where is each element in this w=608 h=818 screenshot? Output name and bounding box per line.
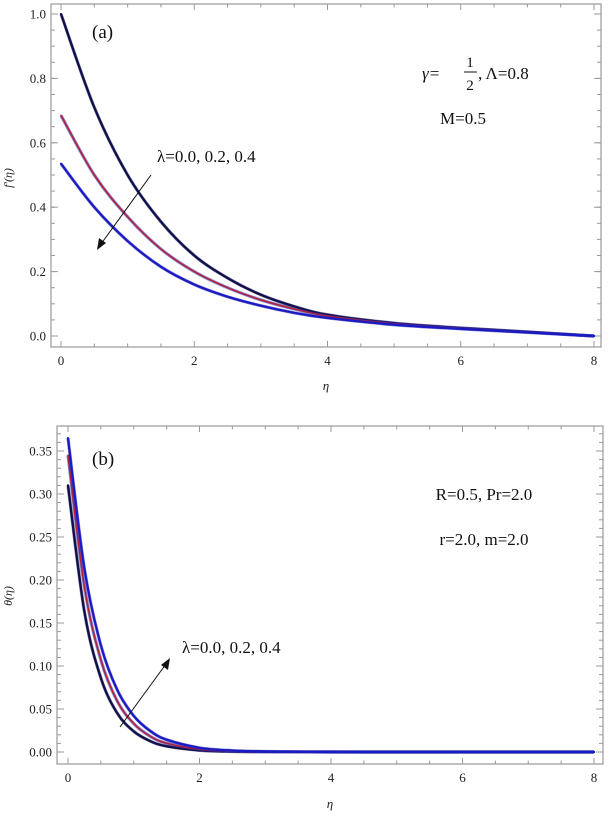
y-tick-label-b: 0.30 [29, 487, 52, 502]
x-tick-label-a: 6 [458, 353, 465, 368]
panel-label-b: (b) [92, 449, 114, 470]
series-halo-b-0 [66, 485, 594, 754]
arrow-b [119, 658, 170, 728]
y-tick-label-b: 0.25 [29, 530, 52, 545]
x-axis-label-a: η [323, 378, 329, 393]
x-tick-label-b: 2 [196, 770, 203, 785]
panel-a: 0 2 4 6 8 0.0 0.2 0.4 0.6 0.8 1.0 (a) η f'(η) γ= 1… [1, 3, 602, 393]
params-line1-b: R=0.5, Pr=2.0 [436, 485, 533, 504]
fraction-denominator: 2 [466, 78, 474, 94]
plot-frame-b [56, 425, 604, 765]
x-tick-label-b: 6 [459, 770, 466, 785]
panel-b: 0 2 4 6 8 0.00 0.05 0.10 0.15 0.20 0.25 0.30 0.35 (b… [1, 425, 604, 811]
series-line-b-2 [66, 437, 596, 754]
y-tick-label-b: 0.10 [29, 659, 52, 674]
arrow-a [97, 174, 152, 250]
x-tick-label-a: 8 [591, 353, 598, 368]
y-tick-label-a: 0.8 [30, 71, 46, 86]
panel-label-a: (a) [92, 22, 113, 43]
series-line-a-0 [59, 12, 596, 338]
gamma-prefix: γ= [422, 64, 440, 83]
y-axis-label-a: f'(η) [1, 168, 15, 188]
params-line2-b: r=2.0, m=2.0 [439, 530, 528, 549]
series-line-a-2 [59, 162, 596, 338]
y-tick-label-b: 0.35 [29, 444, 52, 459]
x-tick-label-a: 0 [58, 353, 65, 368]
x-axis-label-b: η [327, 796, 333, 811]
y-tick-label-b: 0.00 [29, 745, 52, 760]
params-annotation-a: γ= 1 2 , Λ=0.8 M=0.5 [422, 55, 529, 128]
y-tick-label-a: 0.6 [30, 135, 47, 150]
x-tick-label-b: 0 [65, 770, 72, 785]
y-tick-label-b: 0.20 [29, 573, 52, 588]
y-tick-label-a: 1.0 [30, 7, 46, 22]
lambda-label-b: λ=0.0, 0.2, 0.4 [182, 638, 281, 657]
ticks-a: 0 2 4 6 8 0.0 0.2 0.4 0.6 0.8 1.0 [30, 4, 601, 368]
y-tick-label-a: 0.2 [30, 264, 46, 279]
x-tick-label-b: 8 [591, 770, 598, 785]
lambda-label-a: λ=0.0, 0.2, 0.4 [157, 147, 256, 166]
x-tick-label-a: 4 [324, 353, 331, 368]
x-tick-label-b: 4 [328, 770, 335, 785]
lambda-cap-value: , Λ=0.8 [478, 64, 529, 83]
curves-b [66, 437, 596, 754]
series-halo-a-1 [59, 114, 595, 338]
y-tick-label-a: 0.0 [30, 329, 46, 344]
y-axis-label-b: θ(η) [1, 586, 15, 606]
series-line-b-0 [66, 484, 596, 754]
plot-frame-a [50, 3, 602, 348]
fraction-numerator: 1 [466, 55, 474, 71]
curves-a [59, 12, 596, 338]
y-tick-label-b: 0.05 [29, 702, 52, 717]
y-tick-label-b: 0.15 [29, 616, 52, 631]
y-tick-label-a: 0.4 [30, 200, 47, 215]
series-halo-a-0 [59, 13, 595, 338]
x-tick-label-a: 2 [191, 353, 198, 368]
ticks-b: 0 2 4 6 8 0.00 0.05 0.10 0.15 0.20 0.25 0.30 0.35 [29, 426, 603, 785]
series-line-a-1 [60, 114, 595, 337]
m-value: M=0.5 [440, 109, 486, 128]
